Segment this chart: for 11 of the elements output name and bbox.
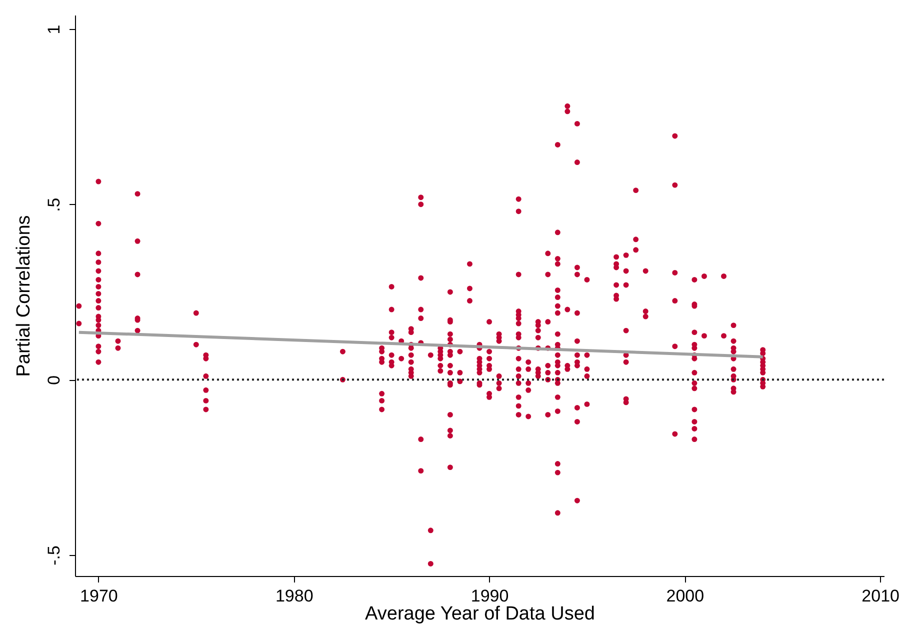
y-axis-title: Partial Correlations [14,215,34,377]
y-tick-label: 1 [44,24,64,34]
y-tick-label: .5 [44,198,64,212]
x-tick-label: 1980 [275,586,314,606]
y-tick-label: -.5 [44,546,64,566]
y-tick-label: 0 [44,375,64,385]
x-axis-title: Average Year of Data Used [365,604,595,624]
x-tick-label: 2000 [666,586,704,606]
x-tick-label: 1990 [470,586,509,606]
x-tick-label: 2010 [862,586,900,606]
x-tick-label: 1970 [80,586,118,606]
